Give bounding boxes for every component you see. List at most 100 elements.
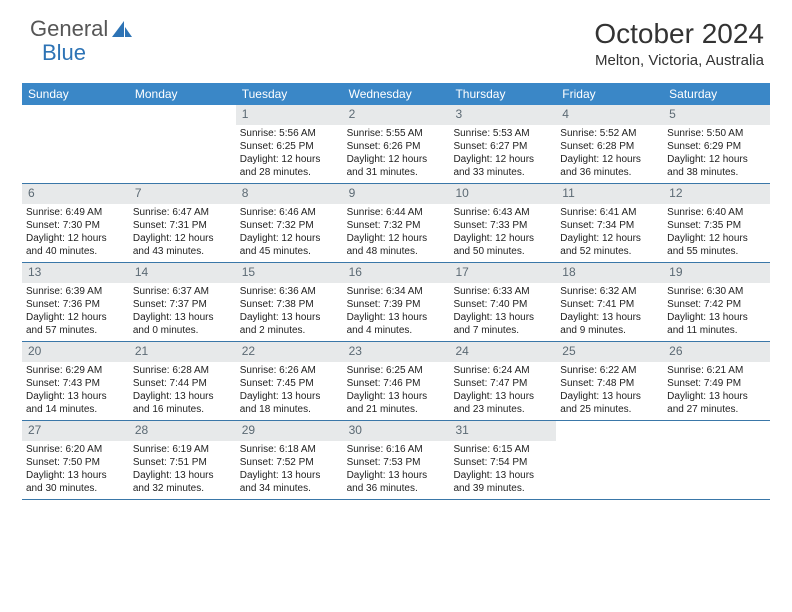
sunrise-line: Sunrise: 6:21 AM [667,364,766,377]
day-cell: 12Sunrise: 6:40 AMSunset: 7:35 PMDayligh… [663,184,770,262]
sunrise-line: Sunrise: 6:18 AM [240,443,339,456]
daylight-line: Daylight: 13 hours and 30 minutes. [26,469,125,495]
sunset-line: Sunset: 7:42 PM [667,298,766,311]
day-number: 5 [663,105,770,125]
daylight-line: Daylight: 12 hours and 50 minutes. [453,232,552,258]
brand-logo: General [30,18,134,40]
day-info: Sunrise: 6:30 AMSunset: 7:42 PMDaylight:… [663,285,770,337]
day-cell: 21Sunrise: 6:28 AMSunset: 7:44 PMDayligh… [129,342,236,420]
day-cell: 23Sunrise: 6:25 AMSunset: 7:46 PMDayligh… [343,342,450,420]
day-number: 30 [343,421,450,441]
daylight-line: Daylight: 12 hours and 52 minutes. [560,232,659,258]
day-info: Sunrise: 6:39 AMSunset: 7:36 PMDaylight:… [22,285,129,337]
day-cell: 26Sunrise: 6:21 AMSunset: 7:49 PMDayligh… [663,342,770,420]
day-cell: 31Sunrise: 6:15 AMSunset: 7:54 PMDayligh… [449,421,556,499]
sunrise-line: Sunrise: 5:56 AM [240,127,339,140]
day-number: 1 [236,105,343,125]
daylight-line: Daylight: 13 hours and 36 minutes. [347,469,446,495]
day-number: 27 [22,421,129,441]
daylight-line: Daylight: 12 hours and 31 minutes. [347,153,446,179]
day-number: 13 [22,263,129,283]
sunrise-line: Sunrise: 6:46 AM [240,206,339,219]
sunset-line: Sunset: 7:31 PM [133,219,232,232]
week-row: 27Sunrise: 6:20 AMSunset: 7:50 PMDayligh… [22,421,770,500]
day-header: Sunday [22,83,129,105]
day-number: 25 [556,342,663,362]
sunset-line: Sunset: 7:50 PM [26,456,125,469]
sunset-line: Sunset: 7:40 PM [453,298,552,311]
sunrise-line: Sunrise: 6:24 AM [453,364,552,377]
day-cell: 22Sunrise: 6:26 AMSunset: 7:45 PMDayligh… [236,342,343,420]
daylight-line: Daylight: 13 hours and 23 minutes. [453,390,552,416]
sunrise-line: Sunrise: 6:15 AM [453,443,552,456]
day-info: Sunrise: 6:49 AMSunset: 7:30 PMDaylight:… [22,206,129,258]
day-cell: 25Sunrise: 6:22 AMSunset: 7:48 PMDayligh… [556,342,663,420]
location-text: Melton, Victoria, Australia [594,52,764,69]
sunset-line: Sunset: 7:51 PM [133,456,232,469]
day-info: Sunrise: 5:52 AMSunset: 6:28 PMDaylight:… [556,127,663,179]
sunset-line: Sunset: 7:38 PM [240,298,339,311]
day-number: 31 [449,421,556,441]
sunrise-line: Sunrise: 6:39 AM [26,285,125,298]
sunrise-line: Sunrise: 6:43 AM [453,206,552,219]
day-info: Sunrise: 6:22 AMSunset: 7:48 PMDaylight:… [556,364,663,416]
brand-word1: General [30,18,108,40]
sunrise-line: Sunrise: 6:16 AM [347,443,446,456]
day-header: Friday [556,83,663,105]
sunset-line: Sunset: 7:46 PM [347,377,446,390]
day-cell: 28Sunrise: 6:19 AMSunset: 7:51 PMDayligh… [129,421,236,499]
sunset-line: Sunset: 7:49 PM [667,377,766,390]
sunset-line: Sunset: 7:44 PM [133,377,232,390]
sunset-line: Sunset: 7:34 PM [560,219,659,232]
day-info: Sunrise: 6:43 AMSunset: 7:33 PMDaylight:… [449,206,556,258]
day-info: Sunrise: 5:53 AMSunset: 6:27 PMDaylight:… [449,127,556,179]
sunset-line: Sunset: 7:47 PM [453,377,552,390]
sunrise-line: Sunrise: 6:20 AM [26,443,125,456]
day-number: 17 [449,263,556,283]
week-row: 13Sunrise: 6:39 AMSunset: 7:36 PMDayligh… [22,263,770,342]
sunrise-line: Sunrise: 6:22 AM [560,364,659,377]
sunrise-line: Sunrise: 6:49 AM [26,206,125,219]
day-number: 6 [22,184,129,204]
day-info: Sunrise: 6:15 AMSunset: 7:54 PMDaylight:… [449,443,556,495]
day-info: Sunrise: 6:36 AMSunset: 7:38 PMDaylight:… [236,285,343,337]
daylight-line: Daylight: 13 hours and 25 minutes. [560,390,659,416]
day-info: Sunrise: 6:29 AMSunset: 7:43 PMDaylight:… [22,364,129,416]
sunset-line: Sunset: 7:39 PM [347,298,446,311]
sunset-line: Sunset: 7:48 PM [560,377,659,390]
day-info: Sunrise: 5:55 AMSunset: 6:26 PMDaylight:… [343,127,450,179]
day-cell: 4Sunrise: 5:52 AMSunset: 6:28 PMDaylight… [556,105,663,183]
sunset-line: Sunset: 7:41 PM [560,298,659,311]
sunset-line: Sunset: 7:52 PM [240,456,339,469]
day-info: Sunrise: 6:18 AMSunset: 7:52 PMDaylight:… [236,443,343,495]
week-row: 6Sunrise: 6:49 AMSunset: 7:30 PMDaylight… [22,184,770,263]
sunrise-line: Sunrise: 6:32 AM [560,285,659,298]
sunrise-line: Sunrise: 6:30 AM [667,285,766,298]
week-row: 20Sunrise: 6:29 AMSunset: 7:43 PMDayligh… [22,342,770,421]
daylight-line: Daylight: 12 hours and 40 minutes. [26,232,125,258]
sunset-line: Sunset: 6:25 PM [240,140,339,153]
day-info: Sunrise: 6:16 AMSunset: 7:53 PMDaylight:… [343,443,450,495]
sunrise-line: Sunrise: 5:52 AM [560,127,659,140]
day-number: 11 [556,184,663,204]
day-cell: 13Sunrise: 6:39 AMSunset: 7:36 PMDayligh… [22,263,129,341]
empty-cell [129,105,236,183]
sunrise-line: Sunrise: 6:44 AM [347,206,446,219]
daylight-line: Daylight: 13 hours and 21 minutes. [347,390,446,416]
day-number: 23 [343,342,450,362]
sunrise-line: Sunrise: 6:36 AM [240,285,339,298]
page-header: General October 2024 Melton, Victoria, A… [0,0,792,75]
sunset-line: Sunset: 7:54 PM [453,456,552,469]
sunrise-line: Sunrise: 6:26 AM [240,364,339,377]
sunrise-line: Sunrise: 5:53 AM [453,127,552,140]
day-number: 22 [236,342,343,362]
brand-word2: Blue [42,40,86,66]
day-number: 26 [663,342,770,362]
daylight-line: Daylight: 12 hours and 43 minutes. [133,232,232,258]
day-info: Sunrise: 6:25 AMSunset: 7:46 PMDaylight:… [343,364,450,416]
day-info: Sunrise: 6:21 AMSunset: 7:49 PMDaylight:… [663,364,770,416]
sunrise-line: Sunrise: 6:28 AM [133,364,232,377]
daylight-line: Daylight: 12 hours and 45 minutes. [240,232,339,258]
title-block: October 2024 Melton, Victoria, Australia [594,18,764,69]
daylight-line: Daylight: 12 hours and 38 minutes. [667,153,766,179]
